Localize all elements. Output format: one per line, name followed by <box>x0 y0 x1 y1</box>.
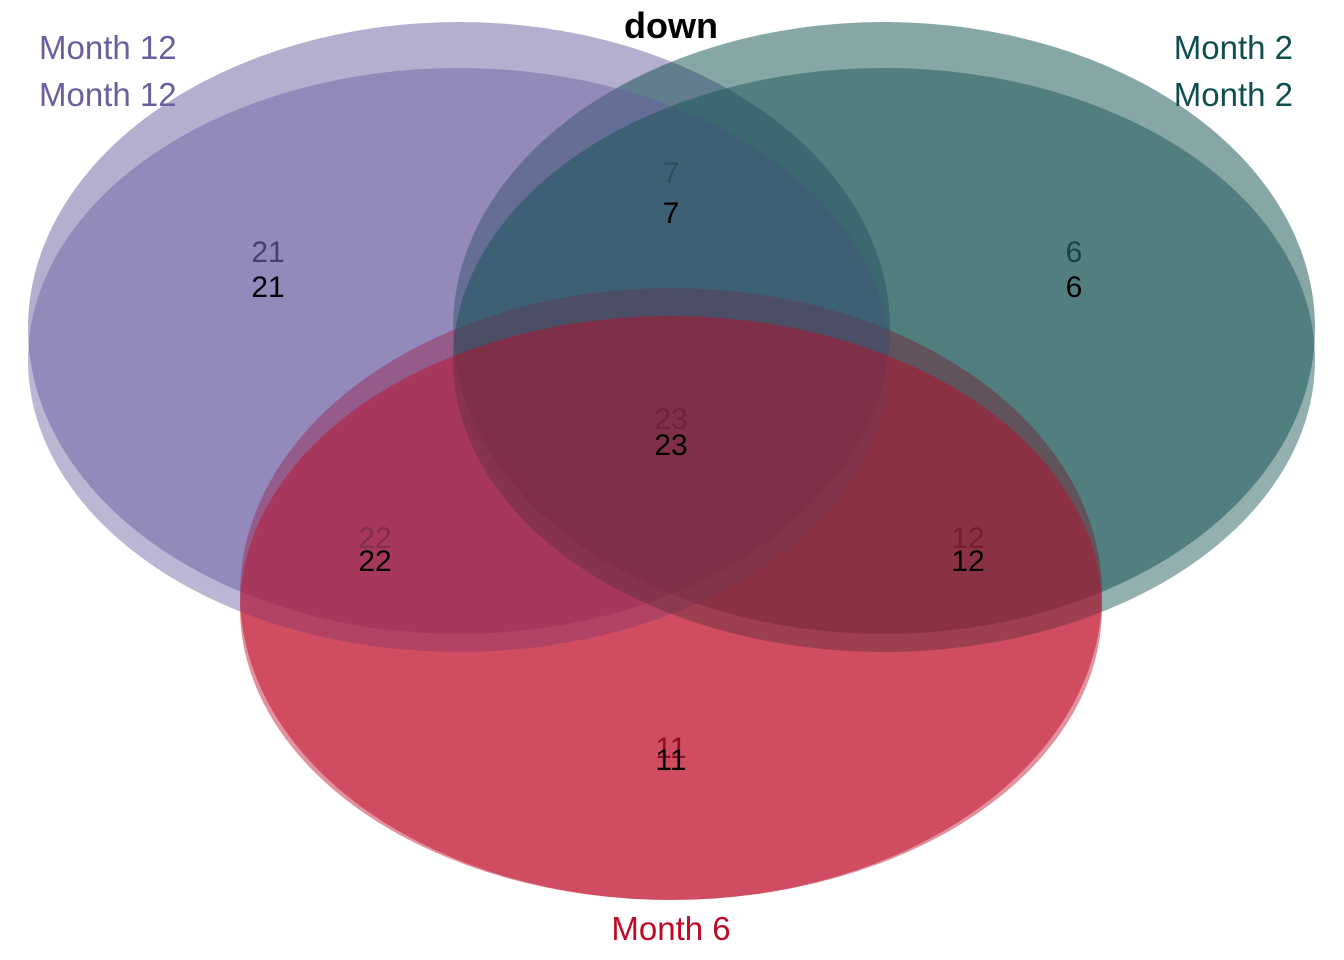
region-month-2-and-month-6-count-shadow: 12 <box>951 522 984 555</box>
set-ellipse-month-12 <box>28 68 890 652</box>
region-month-12-and-month-2-count: 7 <box>663 197 680 230</box>
region-month-12-and-month-2-and-month-6-count: 23 <box>654 429 687 462</box>
set-ellipse-month-2 <box>453 68 1315 652</box>
region-month-12-and-month-2-count-shadow: 7 <box>663 157 680 190</box>
region-month-2-and-month-6-count: 12 <box>951 545 984 578</box>
region-month-2-count-shadow: 6 <box>1066 236 1083 269</box>
region-month-12-and-month-6-count: 22 <box>358 545 391 578</box>
set-ellipse-month-6 <box>240 316 1102 900</box>
shadow-count-labels: 21 6 11 7 22 12 23 <box>251 157 1082 765</box>
set-ellipses <box>28 68 1315 900</box>
set-label-month-6: Month 6 <box>611 910 730 947</box>
set-labels: Month 12 Month 12 Month 2 Month 2 Month 6 <box>39 29 1293 947</box>
region-month-6-count-shadow: 11 <box>655 732 686 765</box>
set-label-month-12-2: Month 12 <box>39 76 177 113</box>
region-month-12-count-shadow: 21 <box>251 236 284 269</box>
region-month-12-count: 21 <box>251 271 284 304</box>
count-labels: 21 6 11 7 22 12 23 <box>251 197 1082 777</box>
region-month-2-count: 6 <box>1066 271 1083 304</box>
chart-title: down <box>624 5 718 46</box>
region-month-12-and-month-2-and-month-6-count-shadow: 23 <box>654 403 687 436</box>
set-ellipse-shadow-month-6 <box>240 288 1102 900</box>
set-label-month-2: Month 2 <box>1174 29 1293 66</box>
set-label-month-2-2: Month 2 <box>1174 76 1293 113</box>
region-month-12-and-month-6-count-shadow: 22 <box>358 522 391 555</box>
shadow-ellipses <box>28 22 1315 900</box>
set-label-month-12: Month 12 <box>39 29 177 66</box>
region-month-6-count: 11 <box>655 744 686 777</box>
